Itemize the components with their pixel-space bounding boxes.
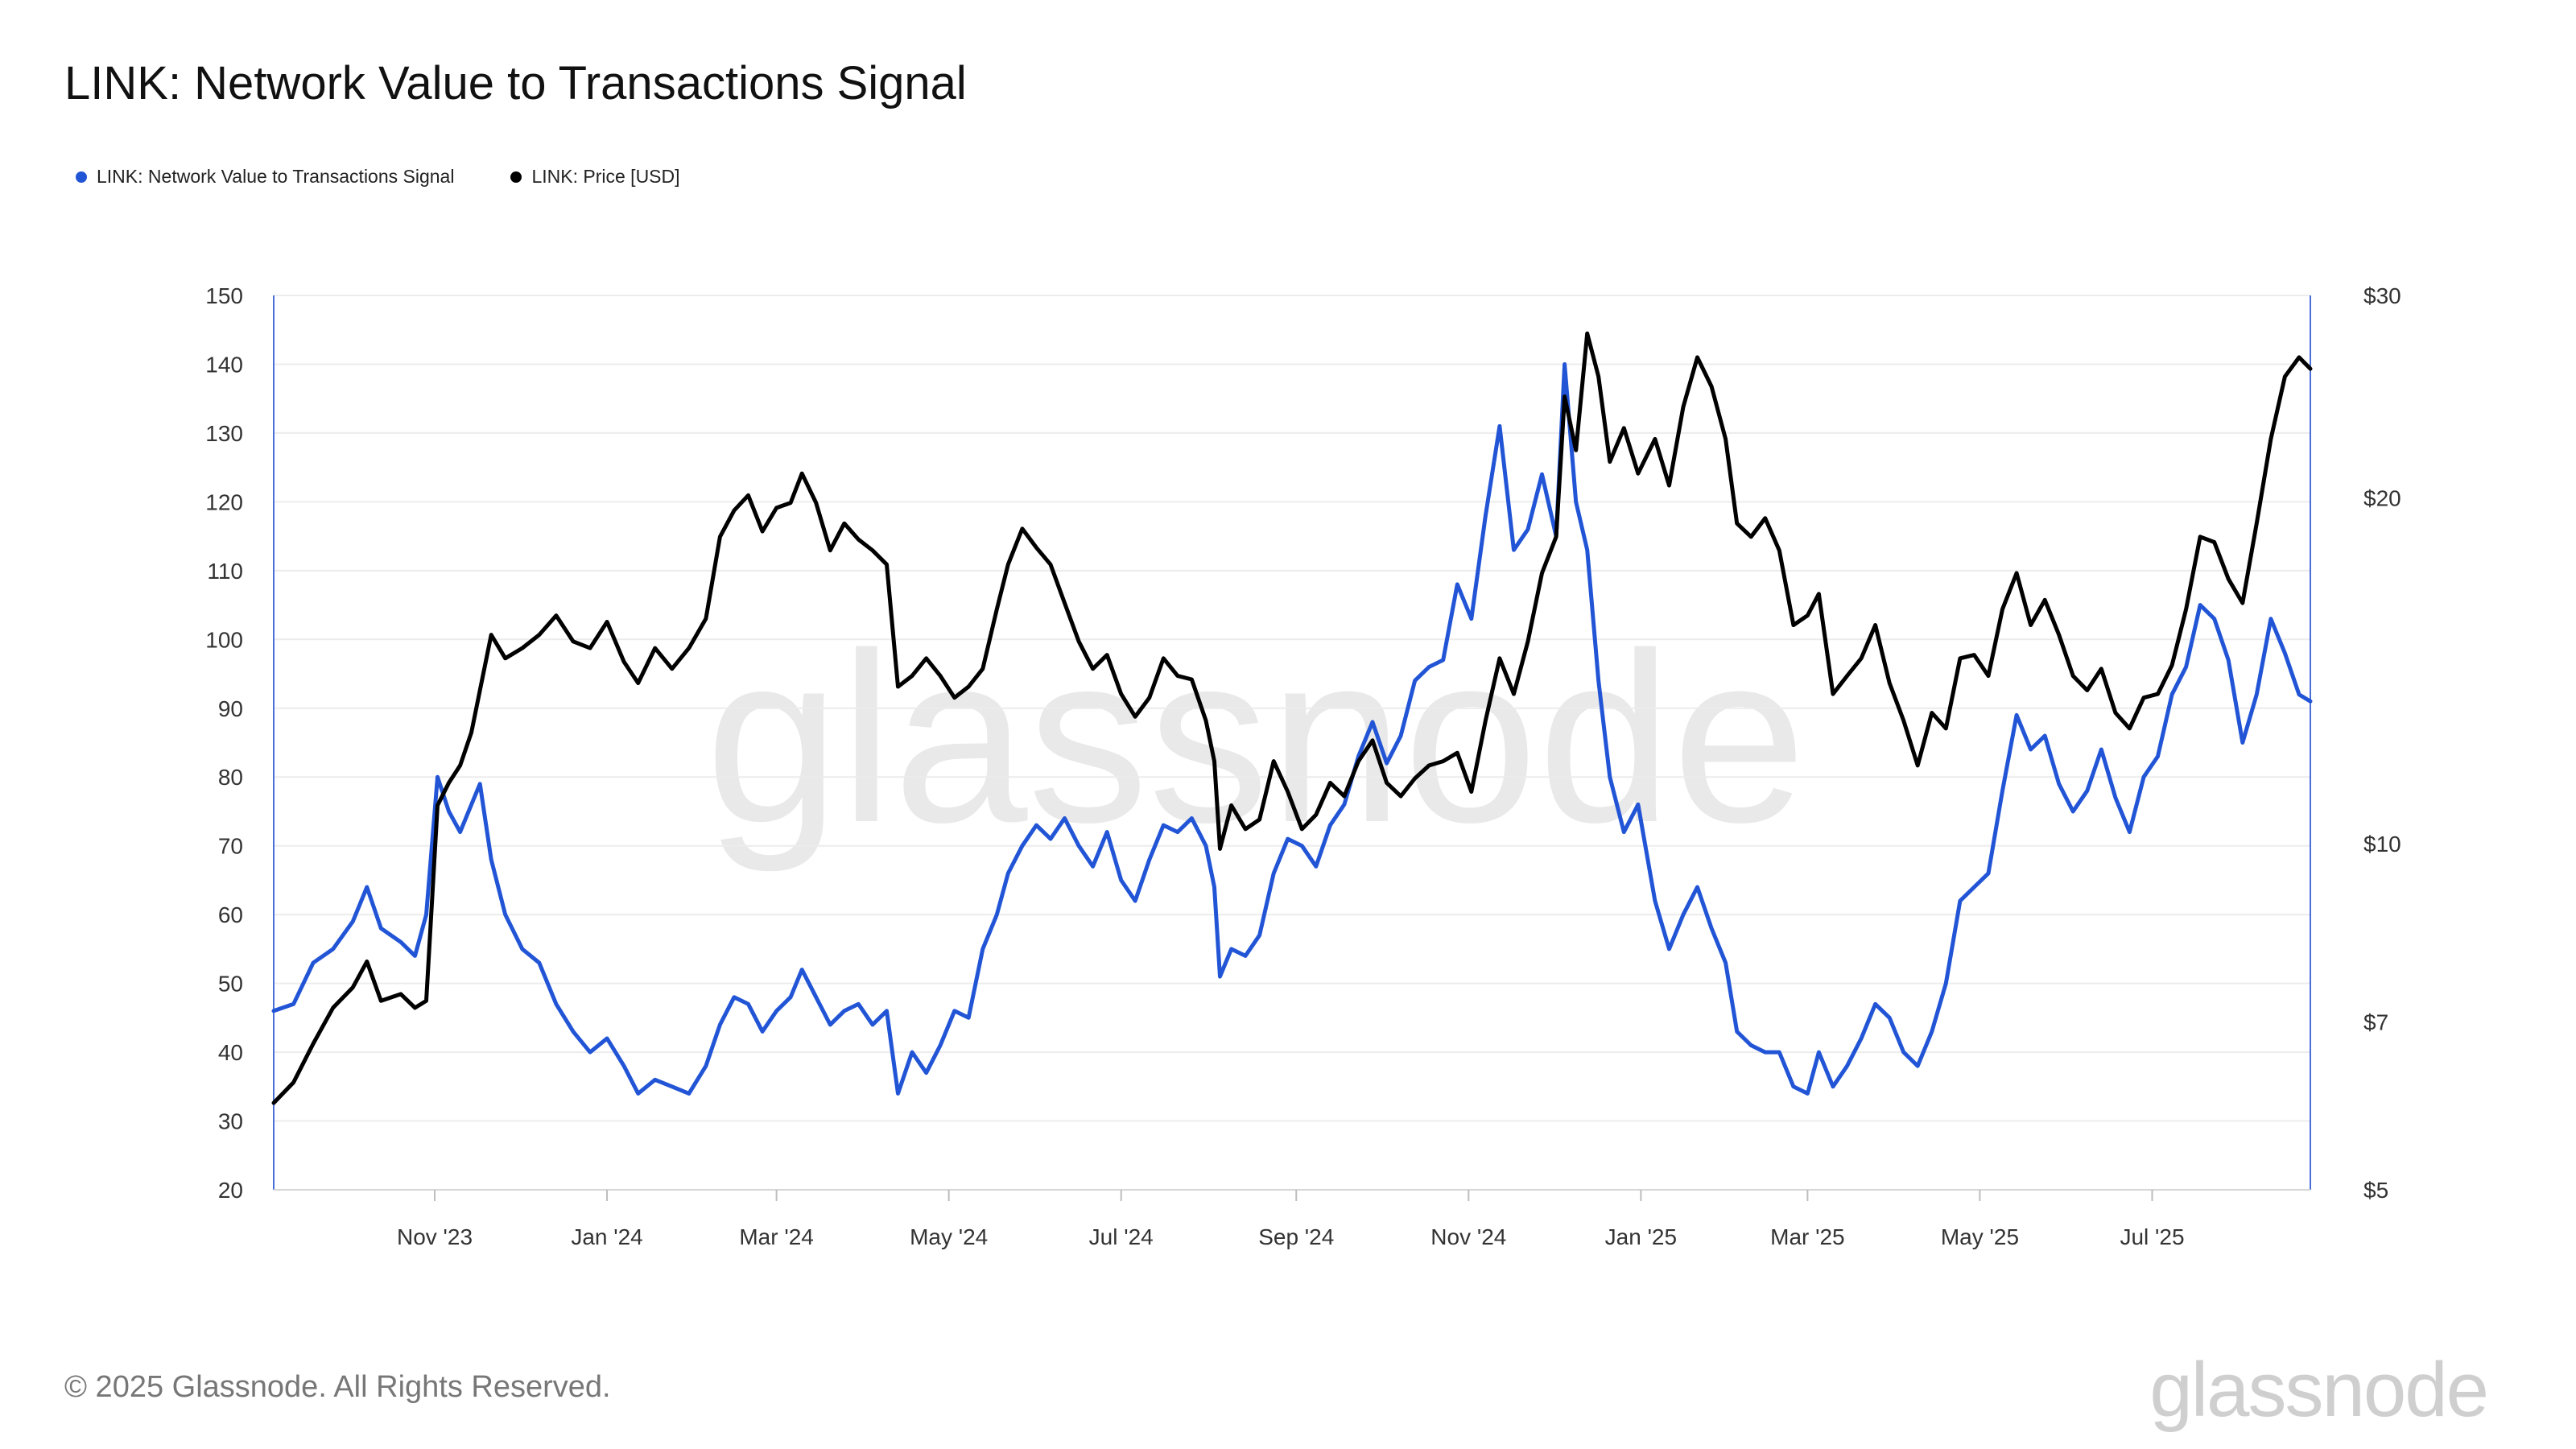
x-tick-label: Jul '24 (1089, 1224, 1154, 1249)
series-line-nvts[interactable] (271, 362, 2313, 1096)
x-tick-label: Jan '24 (571, 1224, 642, 1249)
series-lines (271, 331, 2313, 1105)
x-tick-label: May '25 (1941, 1224, 2019, 1249)
y-left-tick-label: 110 (207, 559, 243, 584)
y-right-tick-label: $5 (2363, 1178, 2388, 1203)
x-tick-label: Nov '23 (397, 1224, 473, 1249)
y-left-tick-label: 60 (218, 902, 243, 927)
y-left-tick-label: 90 (218, 696, 243, 721)
x-tick-label: Mar '24 (739, 1224, 814, 1249)
y-left-tick-label: 40 (218, 1040, 243, 1065)
copyright-text: © 2025 Glassnode. All Rights Reserved. (64, 1370, 611, 1404)
legend-label-price: LINK: Price [USD] (531, 166, 680, 187)
y-right-tick-label: $30 (2363, 283, 2401, 308)
y-left-tick-label: 140 (205, 352, 243, 377)
axes: 20 30 40 50 60 70 80 90 100 110 120 130 140 150 $5 $7 $1… (205, 283, 2401, 1249)
y-right-tick-label: $7 (2363, 1009, 2388, 1034)
legend-label-nvts: LINK: Network Value to Transactions Sign… (97, 166, 455, 187)
legend-swatch-price (510, 171, 522, 183)
y-left-tick-label: 130 (205, 421, 243, 446)
series-line-price[interactable] (271, 331, 2313, 1105)
x-tick-label: Mar '25 (1770, 1224, 1845, 1249)
x-tick-label: May '24 (910, 1224, 988, 1249)
chart-legend: LINK: Network Value to Transactions Sign… (76, 166, 680, 188)
y-left-tick-label: 150 (205, 283, 243, 308)
legend-item-nvts[interactable]: LINK: Network Value to Transactions Sign… (76, 166, 454, 188)
x-tick-label: Jan '25 (1605, 1224, 1677, 1249)
y-left-tick-label: 80 (218, 765, 243, 790)
y-left-tick-label: 20 (218, 1178, 243, 1203)
brand-logo-text: glassnode (2149, 1347, 2489, 1433)
x-tick-label: Jul '25 (2120, 1224, 2184, 1249)
y-right-tick-label: $10 (2363, 832, 2401, 857)
chart-title: LINK: Network Value to Transactions Sign… (64, 57, 967, 109)
legend-swatch-nvts (76, 171, 87, 183)
y-right-tick-label: $20 (2363, 485, 2401, 510)
legend-item-price[interactable]: LINK: Price [USD] (510, 166, 680, 188)
y-left-tick-label: 100 (205, 627, 243, 652)
y-left-tick-label: 70 (218, 834, 243, 859)
y-left-tick-label: 50 (218, 972, 243, 997)
y-left-tick-label: 30 (218, 1109, 243, 1134)
y-left-tick-label: 120 (205, 489, 243, 514)
x-tick-label: Sep '24 (1258, 1224, 1334, 1249)
x-tick-label: Nov '24 (1430, 1224, 1506, 1249)
